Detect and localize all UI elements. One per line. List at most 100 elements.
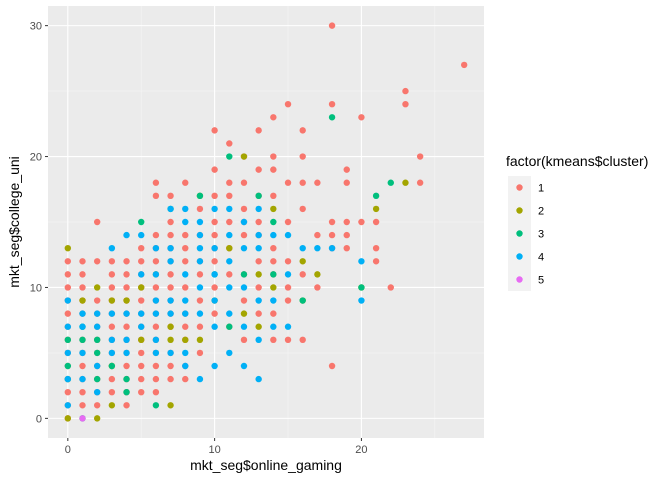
data-point-cluster-2 (270, 205, 277, 213)
data-point-cluster-4 (182, 271, 189, 278)
data-point-cluster-4 (226, 258, 233, 265)
data-point-cluster-1 (152, 362, 160, 370)
data-point-cluster-1 (358, 218, 365, 226)
data-point-cluster-4 (196, 231, 204, 239)
data-point-cluster-1 (79, 362, 86, 370)
data-point-cluster-2 (299, 258, 306, 265)
data-point-cluster-4 (226, 284, 233, 291)
data-points (64, 22, 468, 422)
legend-swatch-4 (516, 253, 523, 260)
data-point-cluster-4 (167, 297, 174, 304)
data-point-cluster-1 (226, 179, 233, 186)
data-point-cluster-4 (93, 323, 101, 330)
data-point-cluster-3 (372, 192, 380, 200)
data-point-cluster-1 (79, 388, 86, 396)
data-point-cluster-4 (226, 349, 233, 357)
data-point-cluster-4 (138, 231, 145, 239)
data-point-cluster-2 (123, 297, 130, 304)
data-point-cluster-3 (226, 323, 233, 330)
data-point-cluster-4 (182, 362, 189, 370)
data-point-cluster-1 (123, 284, 130, 291)
data-point-cluster-3 (387, 179, 394, 186)
data-point-cluster-1 (138, 244, 145, 252)
data-point-cluster-4 (182, 349, 189, 357)
data-point-cluster-4 (255, 336, 262, 344)
data-point-cluster-1 (226, 140, 233, 147)
data-point-cluster-3 (108, 362, 116, 370)
data-point-cluster-2 (240, 310, 248, 317)
data-point-cluster-4 (211, 244, 218, 252)
data-point-cluster-1 (167, 192, 174, 200)
legend-label-5: 5 (538, 275, 544, 287)
data-point-cluster-1 (372, 218, 380, 226)
data-point-cluster-1 (108, 388, 116, 396)
data-point-cluster-3 (255, 192, 262, 200)
data-point-cluster-4 (314, 244, 321, 252)
data-point-cluster-1 (284, 258, 292, 265)
data-point-cluster-1 (270, 310, 277, 317)
y-tick-label: 30 (30, 21, 42, 33)
data-point-cluster-2 (93, 284, 101, 291)
data-point-cluster-1 (240, 231, 248, 239)
data-point-cluster-1 (299, 179, 306, 186)
data-point-cluster-4 (328, 244, 336, 252)
data-point-cluster-1 (152, 231, 160, 239)
data-point-cluster-2 (226, 244, 233, 252)
data-point-cluster-4 (108, 336, 116, 344)
data-point-cluster-1 (123, 323, 130, 330)
x-axis-title: mkt_seg$online_gaming (190, 457, 342, 473)
data-point-cluster-1 (284, 297, 292, 304)
data-point-cluster-4 (226, 205, 233, 213)
data-point-cluster-1 (270, 153, 277, 160)
data-point-cluster-1 (328, 218, 336, 226)
data-point-cluster-4 (211, 297, 218, 304)
data-point-cluster-1 (284, 100, 292, 108)
data-point-cluster-1 (284, 218, 292, 226)
data-point-cluster-4 (358, 258, 365, 265)
data-point-cluster-1 (372, 244, 380, 252)
data-point-cluster-2 (64, 415, 72, 422)
legend-items: 1 2 3 4 5 (508, 176, 544, 291)
data-point-cluster-4 (108, 349, 116, 357)
data-point-cluster-3 (328, 114, 336, 121)
data-point-cluster-4 (240, 218, 248, 226)
data-point-cluster-4 (123, 231, 130, 239)
data-point-cluster-1 (284, 179, 292, 186)
legend-label-2: 2 (538, 206, 544, 218)
data-point-cluster-4 (284, 271, 292, 278)
data-point-cluster-1 (182, 258, 189, 265)
data-point-cluster-1 (270, 258, 277, 265)
data-point-cluster-1 (167, 362, 174, 370)
data-point-cluster-1 (343, 179, 350, 186)
data-point-cluster-1 (108, 258, 116, 265)
data-point-cluster-1 (138, 375, 145, 383)
data-point-cluster-1 (460, 61, 468, 69)
data-point-cluster-1 (93, 218, 101, 226)
data-point-cluster-4 (79, 349, 86, 357)
data-point-cluster-1 (343, 166, 350, 173)
data-point-cluster-1 (167, 218, 174, 226)
data-point-cluster-4 (226, 310, 233, 317)
data-point-cluster-1 (152, 258, 160, 265)
data-point-cluster-2 (167, 323, 174, 330)
data-point-cluster-4 (152, 271, 160, 278)
legend-label-1: 1 (538, 183, 544, 195)
data-point-cluster-3 (270, 218, 277, 226)
data-point-cluster-3 (93, 336, 101, 344)
data-point-cluster-2 (240, 153, 248, 160)
data-point-cluster-4 (123, 310, 130, 317)
data-point-cluster-1 (64, 284, 72, 291)
data-point-cluster-4 (196, 375, 204, 383)
data-point-cluster-3 (64, 336, 72, 344)
data-point-cluster-4 (240, 362, 248, 370)
data-point-cluster-1 (211, 127, 218, 134)
data-point-cluster-1 (167, 284, 174, 291)
data-point-cluster-1 (270, 114, 277, 121)
data-point-cluster-1 (138, 297, 145, 304)
data-point-cluster-1 (196, 349, 204, 357)
data-point-cluster-1 (226, 192, 233, 200)
data-point-cluster-1 (343, 218, 350, 226)
data-point-cluster-1 (182, 231, 189, 239)
data-point-cluster-1 (182, 179, 189, 186)
